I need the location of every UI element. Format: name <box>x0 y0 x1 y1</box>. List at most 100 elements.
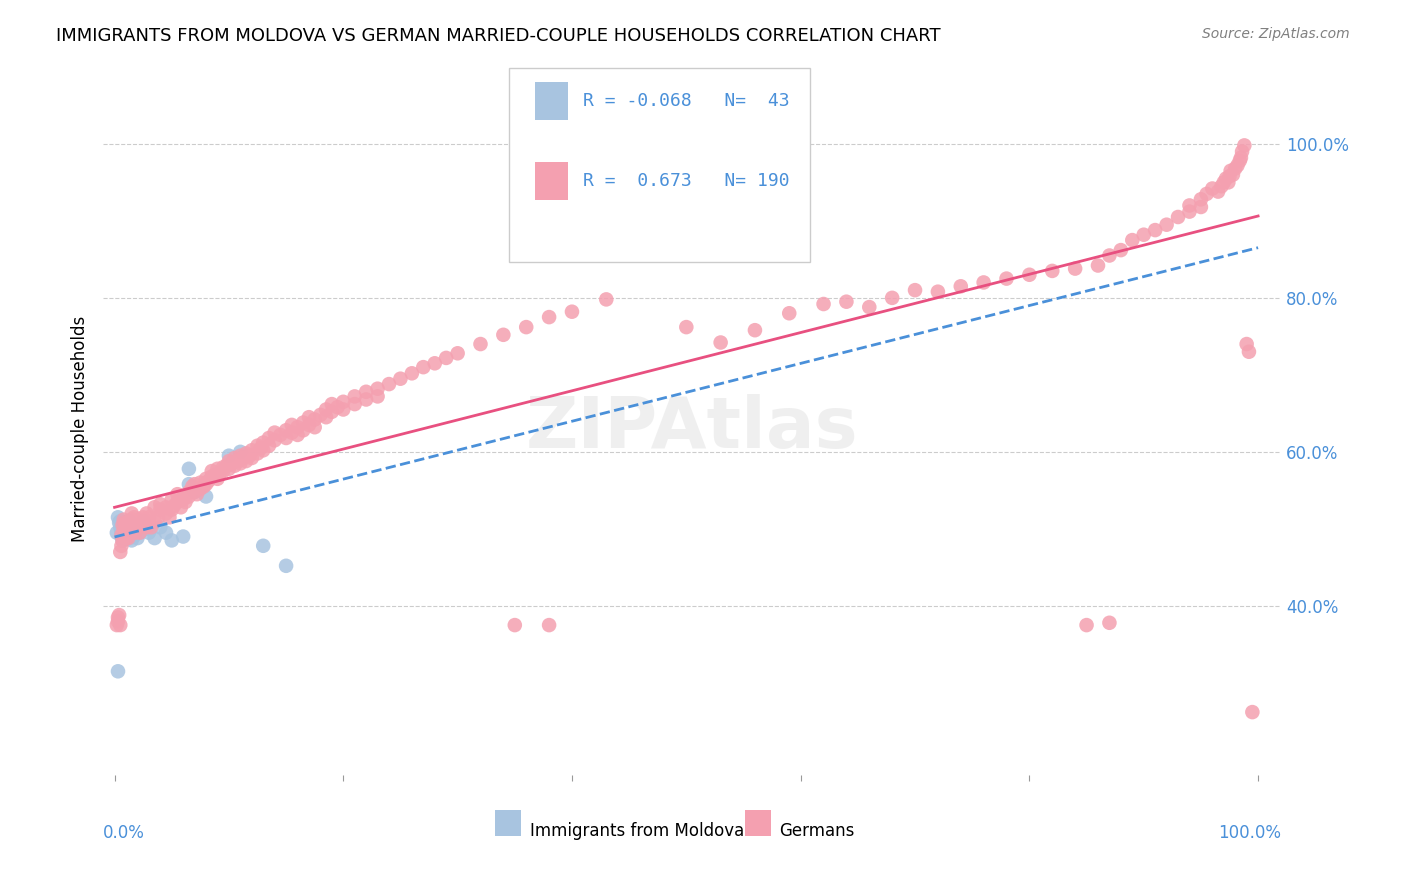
Point <box>252 435 274 450</box>
Point <box>115 525 138 540</box>
Point <box>1211 179 1233 194</box>
Point <box>1098 615 1121 630</box>
Point <box>195 490 218 504</box>
Point <box>195 472 218 486</box>
Point <box>1076 618 1098 632</box>
Point <box>315 410 337 425</box>
Point <box>160 492 183 507</box>
Point <box>367 389 389 403</box>
Point <box>177 477 200 491</box>
Point <box>121 520 143 534</box>
Point <box>110 528 132 542</box>
Point <box>1229 153 1251 168</box>
Point <box>159 510 181 524</box>
Text: Source: ZipAtlas.com: Source: ZipAtlas.com <box>1202 27 1350 41</box>
Point <box>105 525 128 540</box>
Point <box>155 507 177 521</box>
Point <box>212 464 235 478</box>
Point <box>124 520 146 534</box>
Point <box>1178 198 1201 212</box>
Point <box>188 482 211 496</box>
Point <box>135 522 157 536</box>
Point <box>174 495 197 509</box>
Text: R = -0.068   N=  43: R = -0.068 N= 43 <box>582 92 789 110</box>
Point <box>354 384 377 399</box>
Point <box>166 487 188 501</box>
Text: Germans: Germans <box>779 822 855 840</box>
Point <box>188 475 211 490</box>
Point <box>446 346 468 360</box>
Point <box>108 516 131 530</box>
Point <box>949 279 972 293</box>
Point <box>321 405 343 419</box>
Point <box>155 525 177 540</box>
Point <box>274 558 297 573</box>
Text: R =  0.673   N= 190: R = 0.673 N= 190 <box>582 171 789 190</box>
Point <box>281 425 304 440</box>
Point <box>110 539 132 553</box>
Point <box>274 431 297 445</box>
Point <box>118 514 141 528</box>
Point <box>281 417 304 432</box>
Point <box>1218 169 1240 184</box>
Point <box>218 449 240 463</box>
Point <box>1206 185 1229 199</box>
Point <box>470 337 492 351</box>
Point <box>177 490 200 504</box>
Point <box>332 402 354 417</box>
Point <box>177 462 200 476</box>
Point <box>118 520 141 534</box>
Point <box>246 446 269 460</box>
Point <box>1156 218 1178 232</box>
Point <box>224 450 246 465</box>
Point <box>114 531 136 545</box>
Point <box>595 293 617 307</box>
Point <box>111 533 134 548</box>
Point <box>110 525 132 540</box>
Point <box>1121 233 1143 247</box>
Point <box>1225 161 1247 176</box>
Text: ZIPAtlas: ZIPAtlas <box>526 394 858 463</box>
Point <box>197 474 219 488</box>
Point <box>143 514 166 528</box>
Point <box>229 445 252 459</box>
Point <box>269 428 291 442</box>
Point <box>160 533 183 548</box>
Point <box>135 520 157 534</box>
Point <box>177 484 200 499</box>
Point <box>111 518 134 533</box>
Point <box>1233 138 1256 153</box>
Point <box>172 490 194 504</box>
Point <box>132 516 155 530</box>
Point <box>1087 259 1109 273</box>
Point <box>143 531 166 545</box>
Point <box>858 300 880 314</box>
Point <box>378 377 401 392</box>
Point <box>110 520 132 534</box>
Point <box>107 665 129 679</box>
Point <box>138 516 160 530</box>
Point <box>1018 268 1040 282</box>
Text: IMMIGRANTS FROM MOLDOVA VS GERMAN MARRIED-COUPLE HOUSEHOLDS CORRELATION CHART: IMMIGRANTS FROM MOLDOVA VS GERMAN MARRIE… <box>56 27 941 45</box>
Point <box>149 502 172 516</box>
Point <box>389 372 412 386</box>
Point <box>110 618 132 632</box>
Point <box>287 420 309 434</box>
Point <box>143 500 166 515</box>
Point <box>1098 248 1121 262</box>
Point <box>115 530 138 544</box>
Point <box>1215 171 1237 186</box>
Point <box>172 492 194 507</box>
Point <box>240 443 263 458</box>
Point <box>127 520 149 534</box>
Y-axis label: Married-couple Households: Married-couple Households <box>72 316 89 541</box>
Point <box>232 450 254 465</box>
Point <box>122 510 145 524</box>
Point <box>118 531 141 545</box>
Point <box>115 524 138 538</box>
Point <box>215 458 238 473</box>
Point <box>218 462 240 476</box>
Point <box>515 320 537 334</box>
Point <box>107 614 129 628</box>
Point <box>183 484 205 499</box>
